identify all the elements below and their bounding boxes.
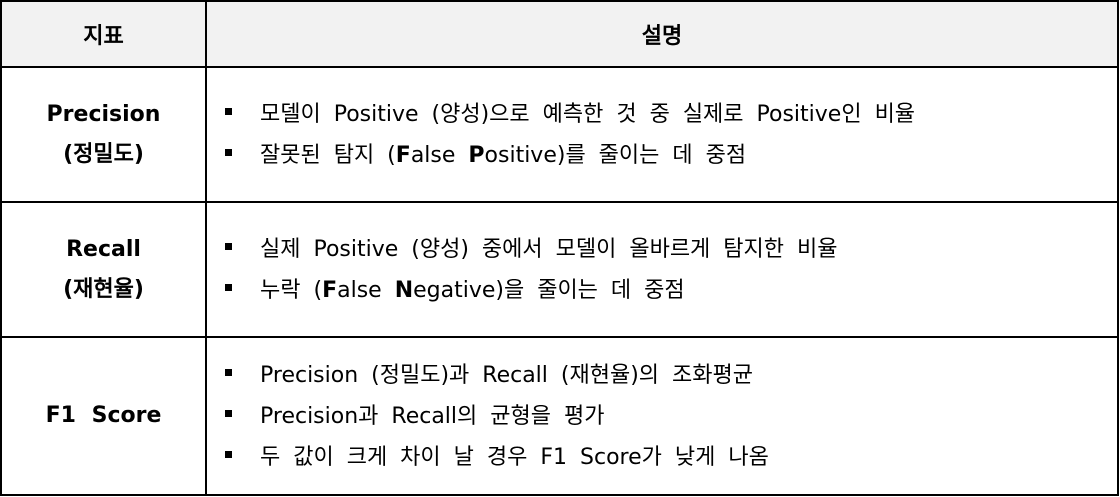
metric-name: F1 Score xyxy=(45,403,162,428)
table-row: F1 Score Precision (정밀도)과 Recall (재현율)의 … xyxy=(0,336,1119,496)
square-bullet-icon xyxy=(225,149,232,156)
metric-name: Precision xyxy=(46,101,161,127)
bullet-text: alse xyxy=(337,277,395,303)
bullet-text: Precision (정밀도)과 Recall (재현율)의 조화평균 xyxy=(260,362,753,388)
description-cell: 실제 Positive (양성) 중에서 모델이 올바르게 탐지한 비율 누락 … xyxy=(205,201,1119,338)
bullet-text: ositive)를 줄이는 데 중점 xyxy=(484,142,747,168)
table-row: Precision (정밀도) 모델이 Positive (양성)으로 예측한 것… xyxy=(0,66,1119,203)
bullet-text: 두 값이 크게 차이 날 경우 F1 Score가 낮게 나옴 xyxy=(260,444,769,470)
square-bullet-icon xyxy=(225,410,232,417)
header-row: 지표 설명 xyxy=(0,0,1119,68)
header-metric: 지표 xyxy=(0,0,207,68)
bullet-bold: F xyxy=(322,277,338,303)
metric-korean: (재현율) xyxy=(63,276,144,302)
bullet-text: 누락 ( xyxy=(260,277,323,303)
header-description: 설명 xyxy=(205,0,1119,68)
metric-korean: (정밀도) xyxy=(63,141,144,167)
description-cell: 모델이 Positive (양성)으로 예측한 것 중 실제로 Positive… xyxy=(205,66,1119,203)
bullet-text: 실제 Positive (양성) 중에서 모델이 올바르게 탐지한 비율 xyxy=(260,236,838,262)
bullet-text: alse xyxy=(410,142,469,168)
square-bullet-icon xyxy=(225,108,232,115)
bullet-text: 모델이 Positive (양성)으로 예측한 것 중 실제로 Positive… xyxy=(260,101,916,127)
bullet-bold: P xyxy=(468,142,485,168)
bullet-item: Precision (정밀도)과 Recall (재현율)의 조화평균 xyxy=(225,355,1117,396)
metric-name: Recall xyxy=(66,236,141,262)
description-cell: Precision (정밀도)과 Recall (재현율)의 조화평균 Prec… xyxy=(205,336,1119,496)
square-bullet-icon xyxy=(225,243,232,250)
square-bullet-icon xyxy=(225,369,232,376)
table-row: Recall (재현율) 실제 Positive (양성) 중에서 모델이 올바르… xyxy=(0,201,1119,338)
square-bullet-icon xyxy=(225,451,232,458)
bullet-text: 잘못된 탐지 ( xyxy=(260,142,396,168)
metric-cell: Recall (재현율) xyxy=(0,201,207,338)
bullet-text: egative)을 줄이는 데 중점 xyxy=(413,277,685,303)
square-bullet-icon xyxy=(225,284,232,291)
bullet-text: Precision과 Recall의 균형을 평가 xyxy=(260,403,605,429)
bullet-item: 모델이 Positive (양성)으로 예측한 것 중 실제로 Positive… xyxy=(225,94,1117,135)
bullet-bold: F xyxy=(395,142,411,168)
bullet-item: 실제 Positive (양성) 중에서 모델이 올바르게 탐지한 비율 xyxy=(225,229,1117,270)
bullet-item: 잘못된 탐지 (False Positive)를 줄이는 데 중점 xyxy=(225,135,1117,176)
bullet-item: 누락 (False Negative)을 줄이는 데 중점 xyxy=(225,270,1117,311)
metric-cell: Precision (정밀도) xyxy=(0,66,207,203)
bullet-bold: N xyxy=(394,277,414,303)
bullet-item: 두 값이 크게 차이 날 경우 F1 Score가 낮게 나옴 xyxy=(225,437,1117,478)
bullet-item: Precision과 Recall의 균형을 평가 xyxy=(225,396,1117,437)
metric-cell: F1 Score xyxy=(0,336,207,496)
